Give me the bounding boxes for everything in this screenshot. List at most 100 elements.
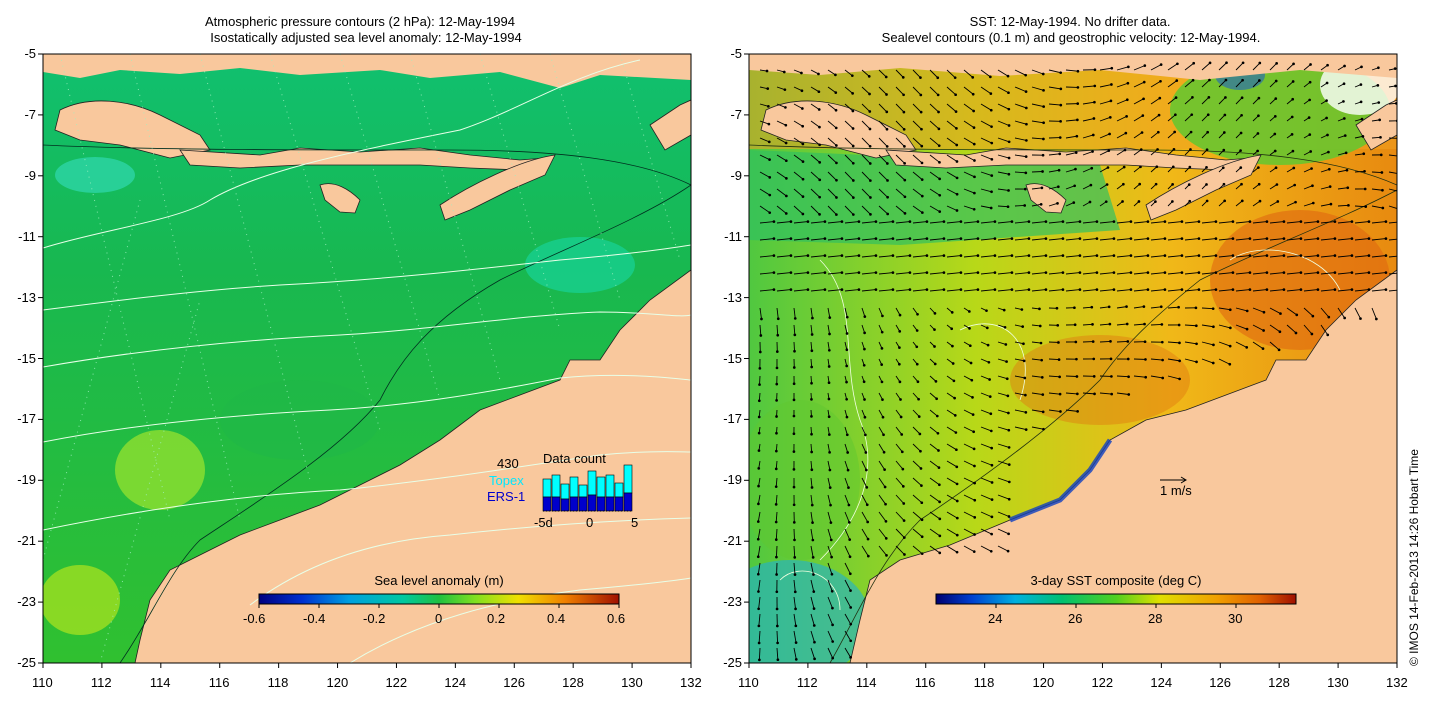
velocity-arrow bbox=[793, 154, 804, 162]
velocity-arrow-head bbox=[827, 381, 831, 385]
velocity-arrow-head bbox=[1109, 340, 1112, 343]
velocity-arrow bbox=[878, 103, 888, 113]
velocity-arrow bbox=[929, 289, 944, 292]
velocity-arrow-head bbox=[831, 640, 835, 643]
velocity-arrow-head bbox=[1091, 340, 1095, 343]
velocity-arrow bbox=[793, 86, 803, 92]
velocity-arrow-head bbox=[851, 109, 855, 113]
velocity-arrow bbox=[759, 137, 770, 143]
velocity-arrow-head bbox=[1010, 288, 1014, 291]
velocity-arrow bbox=[997, 528, 1009, 535]
velocity-arrow bbox=[1337, 152, 1347, 156]
velocity-arrow-head bbox=[1007, 107, 1011, 111]
velocity-arrow-head bbox=[1256, 132, 1260, 135]
velocity-arrow-head bbox=[811, 538, 815, 542]
velocity-arrow-head bbox=[823, 288, 827, 291]
velocity-arrow bbox=[980, 272, 995, 275]
velocity-arrow bbox=[1218, 341, 1231, 347]
velocity-arrow-head bbox=[857, 288, 861, 291]
velocity-arrow-head bbox=[818, 178, 822, 182]
velocity-arrow-head bbox=[1225, 61, 1228, 65]
velocity-arrow-head bbox=[1073, 306, 1076, 310]
velocity-arrow bbox=[895, 120, 905, 130]
velocity-arrow bbox=[1371, 272, 1386, 275]
velocity-arrow bbox=[1150, 80, 1161, 88]
velocity-arrow bbox=[1150, 358, 1163, 361]
right-x-tick-label: 126 bbox=[1209, 675, 1231, 690]
velocity-arrow-head bbox=[765, 69, 769, 73]
velocity-arrow bbox=[1116, 221, 1131, 224]
velocity-arrow bbox=[759, 255, 774, 258]
velocity-arrow-head bbox=[851, 127, 855, 130]
velocity-arrow-head bbox=[955, 448, 958, 452]
velocity-arrow-head bbox=[1379, 135, 1382, 139]
velocity-arrow-head bbox=[1316, 220, 1320, 223]
velocity-arrow-head bbox=[817, 90, 821, 94]
velocity-arrow bbox=[1371, 289, 1386, 292]
velocity-arrow bbox=[1286, 272, 1301, 275]
velocity-arrow bbox=[1133, 289, 1148, 292]
velocity-arrow bbox=[759, 272, 774, 275]
velocity-arrow-head bbox=[1265, 237, 1269, 240]
velocity-arrow-head bbox=[851, 92, 854, 95]
velocity-arrow-head bbox=[1024, 155, 1028, 158]
velocity-arrow-head bbox=[1146, 237, 1150, 240]
velocity-arrow-head bbox=[1325, 99, 1328, 103]
velocity-arrow-head bbox=[937, 466, 941, 470]
velocity-arrow-head bbox=[840, 271, 844, 274]
velocity-arrow-head bbox=[789, 288, 793, 291]
velocity-arrow bbox=[1184, 131, 1192, 139]
velocity-arrow bbox=[759, 307, 762, 320]
velocity-arrow-head bbox=[757, 449, 761, 452]
velocity-arrow bbox=[1133, 272, 1148, 275]
velocity-arrow-head bbox=[1248, 237, 1252, 240]
velocity-arrow-head bbox=[1023, 204, 1027, 207]
velocity-arrow-head bbox=[1078, 237, 1082, 240]
velocity-arrow bbox=[1082, 118, 1095, 122]
sst-colorbar-tick-label: 28 bbox=[1148, 611, 1163, 626]
velocity-arrow-head bbox=[1214, 271, 1218, 274]
velocity-arrow bbox=[1065, 168, 1076, 173]
velocity-arrow bbox=[963, 511, 975, 518]
velocity-arrow bbox=[1150, 114, 1160, 122]
velocity-arrow bbox=[997, 409, 1009, 414]
velocity-arrow bbox=[946, 494, 958, 502]
velocity-arrow bbox=[912, 255, 927, 258]
velocity-arrow bbox=[1218, 324, 1231, 329]
velocity-arrow bbox=[861, 324, 866, 334]
velocity-arrow-head bbox=[1205, 183, 1208, 186]
velocity-arrow bbox=[757, 494, 761, 504]
velocity-arrow bbox=[963, 120, 975, 129]
velocity-arrow bbox=[1082, 85, 1095, 88]
velocity-arrow bbox=[1252, 221, 1267, 224]
velocity-arrow bbox=[895, 171, 906, 181]
velocity-arrow bbox=[1014, 137, 1027, 141]
velocity-arrow-head bbox=[1171, 165, 1175, 169]
velocity-arrow bbox=[878, 511, 887, 522]
velocity-arrow-head bbox=[775, 607, 779, 611]
velocity-arrow-head bbox=[885, 110, 889, 114]
velocity-arrow-head bbox=[835, 213, 838, 216]
velocity-arrow bbox=[929, 69, 939, 79]
velocity-arrow bbox=[1048, 153, 1060, 156]
velocity-arrow bbox=[827, 613, 834, 626]
right-title-line1: SST: 12-May-1994. No drifter data. bbox=[969, 14, 1171, 29]
velocity-arrow-head bbox=[985, 309, 988, 313]
velocity-arrow-head bbox=[920, 501, 924, 505]
velocity-arrow-head bbox=[792, 398, 796, 402]
velocity-arrow-head bbox=[1177, 305, 1180, 309]
velocity-arrow-head bbox=[959, 288, 963, 291]
velocity-arrow-head bbox=[829, 521, 833, 524]
velocity-arrow bbox=[1116, 238, 1131, 241]
velocity-arrow bbox=[1031, 375, 1043, 378]
velocity-arrow-head bbox=[1108, 132, 1111, 136]
velocity-arrow bbox=[1082, 255, 1097, 258]
velocity-arrow-head bbox=[993, 237, 997, 240]
velocity-arrow-head bbox=[845, 415, 849, 419]
inset-ers-bar bbox=[560, 498, 570, 512]
velocity-arrow bbox=[1252, 62, 1261, 71]
velocity-arrow-head bbox=[768, 158, 771, 161]
velocity-arrow-head bbox=[812, 607, 816, 610]
velocity-arrow-head bbox=[1376, 83, 1380, 87]
velocity-arrow bbox=[827, 630, 834, 642]
